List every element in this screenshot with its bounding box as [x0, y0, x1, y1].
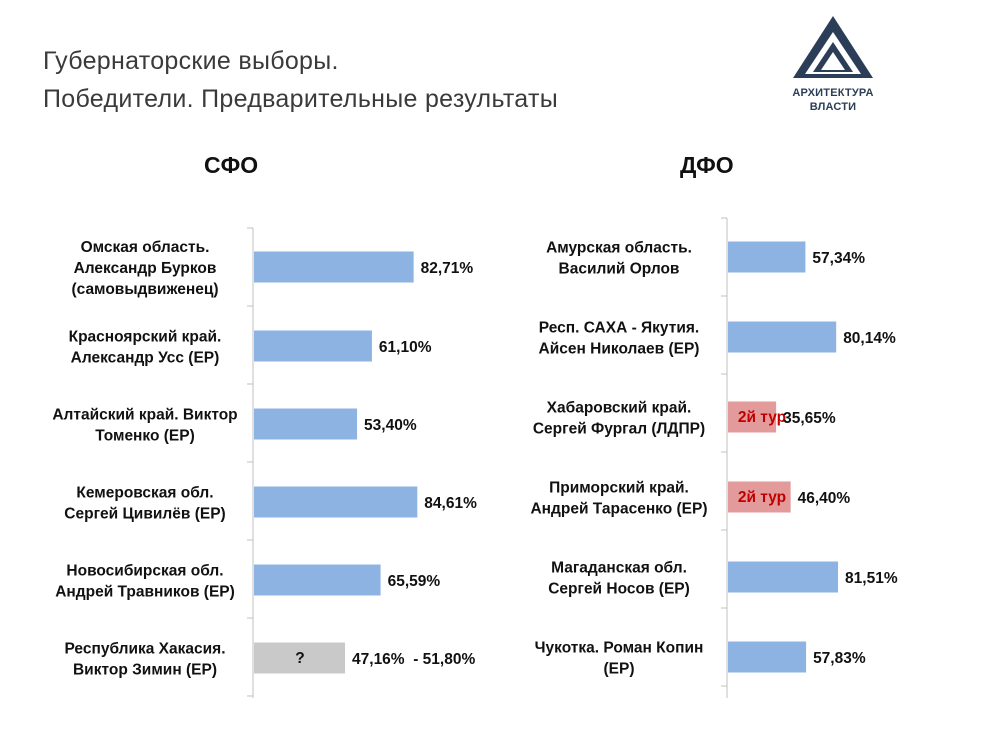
sfo-bar [254, 486, 418, 518]
logo-text-line-1: АРХИТЕКТУРА [792, 87, 874, 99]
dfo-category-label: Амурская область. Василий Орлов [546, 240, 692, 278]
dfo-category-label: Респ. САХА - Якутия. Айсен Николаев (ЕР) [539, 320, 700, 358]
sfo-value-label: 82,71% [421, 260, 474, 277]
sfo-category-label-line: Красноярский край. [69, 329, 222, 346]
sfo-category-label-line: Омская область. [81, 239, 210, 256]
dfo-value-label: 81,51% [845, 570, 898, 587]
dfo-bar-status-label: 2й тур [738, 409, 786, 426]
sfo-category-label-line: Томенко (ЕР) [95, 428, 195, 445]
sfo-category-label-line: Новосибирская обл. [66, 563, 223, 580]
sfo-category-label-line: Алтайский край. Виктор [52, 407, 237, 424]
dfo-category-label: Хабаровский край. Сергей Фургал (ЛДПР) [533, 400, 705, 438]
dfo-category-label-line: (ЕР) [604, 661, 635, 678]
sfo-bar [254, 330, 372, 362]
sfo-bar [254, 408, 358, 440]
sfo-category-label-line: Виктор Зимин (ЕР) [73, 662, 217, 679]
dfo-bar [728, 641, 807, 673]
sfo-category-label-line: Александр Бурков [74, 260, 217, 277]
sfo-value-label: 53,40% [364, 417, 417, 434]
sfo-bar [254, 251, 414, 283]
sfo-category-label-line: Александр Усс (ЕР) [71, 350, 220, 367]
sfo-bar-status-label: ? [295, 650, 304, 667]
dfo-category-label-line: Чукотка. Роман Копин [535, 640, 704, 657]
sfo-category-label: Алтайский край. Виктор Томенко (ЕР) [52, 407, 237, 445]
dfo-value-label: 57,83% [813, 650, 866, 667]
dfo-category-label-line: Андрей Тарасенко (ЕР) [530, 501, 707, 518]
dfo-bar [728, 481, 791, 513]
dfo-category-label-line: Амурская область. [546, 240, 692, 257]
dfo-category-label-line: Респ. САХА - Якутия. [539, 320, 699, 337]
sfo-category-label-line: Республика Хакасия. [64, 641, 225, 658]
dfo-category-label-line: Магаданская обл. [551, 560, 687, 577]
page-title: Губернаторские выборы. Победители. Предв… [43, 42, 558, 118]
dfo-category-label: Чукотка. Роман Копин (ЕР) [535, 640, 704, 678]
dfo-category-label-line: Айсен Николаев (ЕР) [539, 341, 700, 358]
dfo-category-label-line: Василий Орлов [559, 261, 680, 278]
dfo-category-label: Магаданская обл. Сергей Носов (ЕР) [548, 560, 690, 598]
dfo-value-label: 46,40% [798, 490, 851, 507]
dfo-category-label-line: Приморский край. [549, 480, 689, 497]
logo-text-line-2: ВЛАСТИ [809, 101, 857, 113]
sfo-bar [254, 564, 381, 596]
sfo-category-label: Омская область. Александр Бурков (самовыдв… [71, 239, 218, 298]
dfo-bar [728, 321, 837, 353]
title-line-1: Губернаторские выборы. [43, 47, 339, 75]
sfo-category-label-line: Кемеровская обл. [76, 485, 213, 502]
sfo-value-label: 84,61% [424, 495, 477, 512]
dfo-category-label-line: Сергей Носов (ЕР) [548, 581, 690, 598]
dfo-bar [728, 561, 839, 593]
dfo-bar-status-label: 2й тур [738, 489, 786, 506]
sfo-value-label: 65,59% [388, 573, 441, 590]
sfo-category-label: Новосибирская обл. Андрей Травников (ЕР) [55, 563, 235, 601]
dfo-category-label: Приморский край. Андрей Тарасенко (ЕР) [530, 480, 707, 518]
dfo-category-label-line: Сергей Фургал (ЛДПР) [533, 421, 705, 438]
title-line-2: Победители. Предварительные результаты [43, 85, 558, 113]
sfo-panel-title: СФО [204, 152, 259, 178]
sfo-category-label: Республика Хакасия. Виктор Зимин (ЕР) [64, 641, 225, 679]
sfo-category-label-line: Сергей Цивилёв (ЕР) [64, 506, 225, 523]
sfo-category-label-line: Андрей Травников (ЕР) [55, 584, 235, 601]
dfo-bar [728, 401, 777, 433]
dfo-panel-title: ДФО [680, 152, 734, 178]
dfo-value-label: 35,65% [783, 410, 836, 427]
dfo-value-label: 57,34% [812, 250, 865, 267]
dfo-value-label: 80,14% [843, 330, 896, 347]
sfo-category-label: Красноярский край. Александр Усс (ЕР) [69, 329, 222, 367]
triangle-logo-icon [793, 16, 873, 78]
sfo-category-label-line: (самовыдвиженец) [71, 281, 218, 298]
sfo-bar [254, 642, 346, 674]
logo: АРХИТЕКТУРА ВЛАСТИ [778, 12, 888, 122]
sfo-category-label: Кемеровская обл. Сергей Цивилёв (ЕР) [64, 485, 225, 523]
dfo-category-label-line: Хабаровский край. [547, 400, 692, 417]
sfo-value-label: 61,10% [379, 339, 432, 356]
dfo-bar [728, 241, 806, 273]
sfo-value-label: 47,16% - 51,80% [352, 651, 475, 668]
